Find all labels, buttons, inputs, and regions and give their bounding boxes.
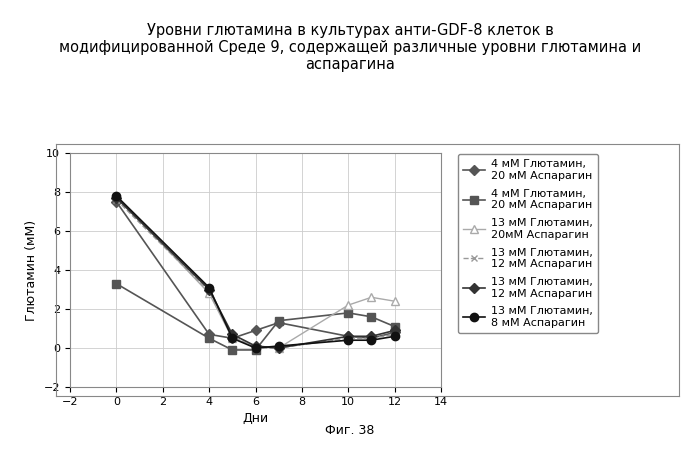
Text: Фиг. 38: Фиг. 38 (326, 423, 374, 436)
X-axis label: Дни: Дни (242, 412, 269, 425)
Y-axis label: Глютамин (мМ): Глютамин (мМ) (25, 220, 38, 320)
Text: Уровни глютамина в культурах анти-GDF-8 клеток в
модифицированной Среде 9, содер: Уровни глютамина в культурах анти-GDF-8 … (59, 22, 641, 72)
Legend: 4 мМ Глютамин,
20 мМ Аспарагин, 4 мМ Глютамин,
20 мМ Аспарагин, 13 мМ Глютамин,
: 4 мМ Глютамин, 20 мМ Аспарагин, 4 мМ Глю… (458, 154, 598, 333)
